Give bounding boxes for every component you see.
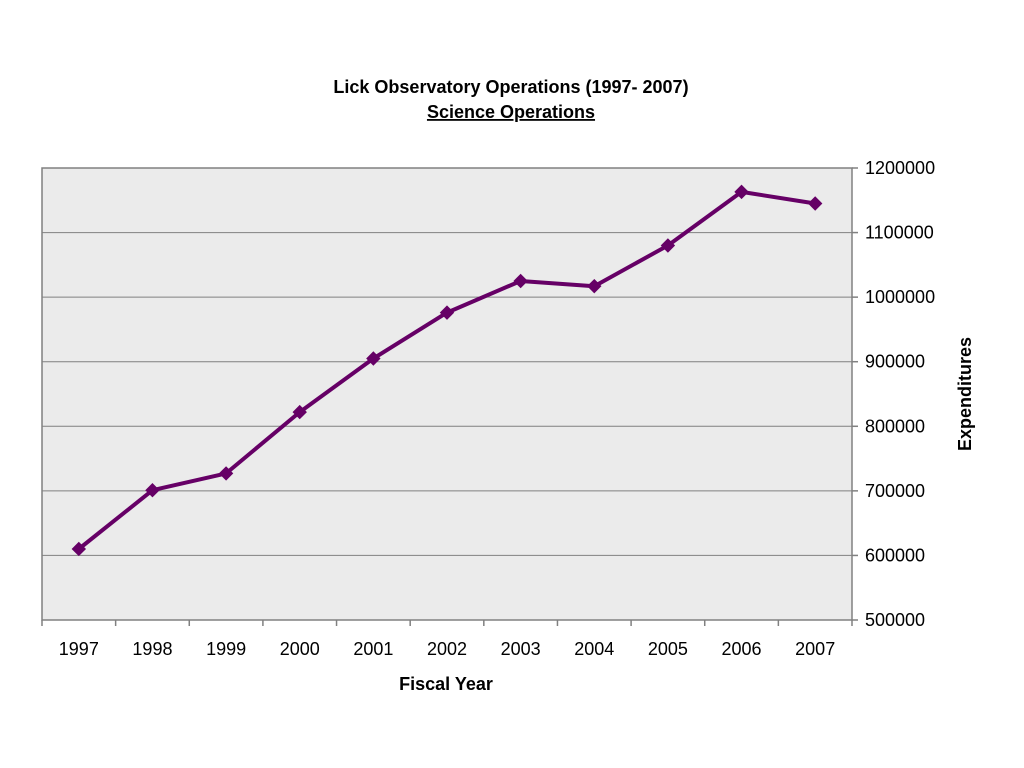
axes: [41, 167, 858, 626]
y-axis-title: Expenditures: [955, 337, 975, 451]
data-point-marker: [439, 305, 455, 320]
y-tick-labels: 500000 600000 700000 800000 900000 1000000 110…: [865, 158, 935, 630]
plot-area: [41, 167, 853, 621]
y-tick-label: 800000: [865, 416, 925, 436]
data-point-marker: [807, 196, 823, 211]
x-tick-label: 2005: [648, 639, 688, 659]
data-point-marker: [587, 278, 602, 294]
data-point-marker: [218, 466, 234, 481]
x-tick-label: 2002: [427, 639, 467, 659]
y-tick-label: 1100000: [865, 223, 934, 243]
x-tick-label: 2000: [280, 639, 320, 659]
x-tick-label: 1999: [206, 639, 246, 659]
y-tick-label: 1200000: [865, 158, 935, 178]
x-tick-label: 1997: [59, 639, 99, 659]
x-tick-label: 2004: [574, 639, 614, 659]
data-point-marker: [71, 541, 87, 557]
data-point-marker: [292, 404, 307, 420]
chart-title: Lick Observatory Operations (1997- 2007): [333, 77, 688, 97]
x-tick-labels: 1997 1998 1999 2000 2001 2002 2003 2004 2005 2006…: [59, 639, 835, 659]
gridlines: [42, 232, 852, 556]
y-tick-label: 700000: [865, 481, 925, 501]
data-point-marker: [366, 351, 381, 366]
y-tick-label: 600000: [865, 545, 925, 565]
y-tick-label: 900000: [865, 352, 925, 372]
y-tick-label: 500000: [865, 610, 925, 630]
x-tick-label: 2003: [501, 639, 541, 659]
data-series: [71, 184, 823, 557]
y-tick-label: 1000000: [865, 287, 935, 307]
data-point-marker: [734, 184, 749, 200]
x-tick-label: 2007: [795, 639, 835, 659]
chart-subtitle: Science Operations: [427, 102, 595, 122]
x-tick-label: 2001: [353, 639, 393, 659]
data-point-marker: [145, 483, 160, 498]
x-tick-label: 2006: [722, 639, 762, 659]
data-point-marker: [513, 273, 528, 289]
data-point-marker: [660, 238, 676, 253]
x-axis-title: Fiscal Year: [399, 674, 493, 694]
x-tick-label: 1998: [132, 639, 172, 659]
